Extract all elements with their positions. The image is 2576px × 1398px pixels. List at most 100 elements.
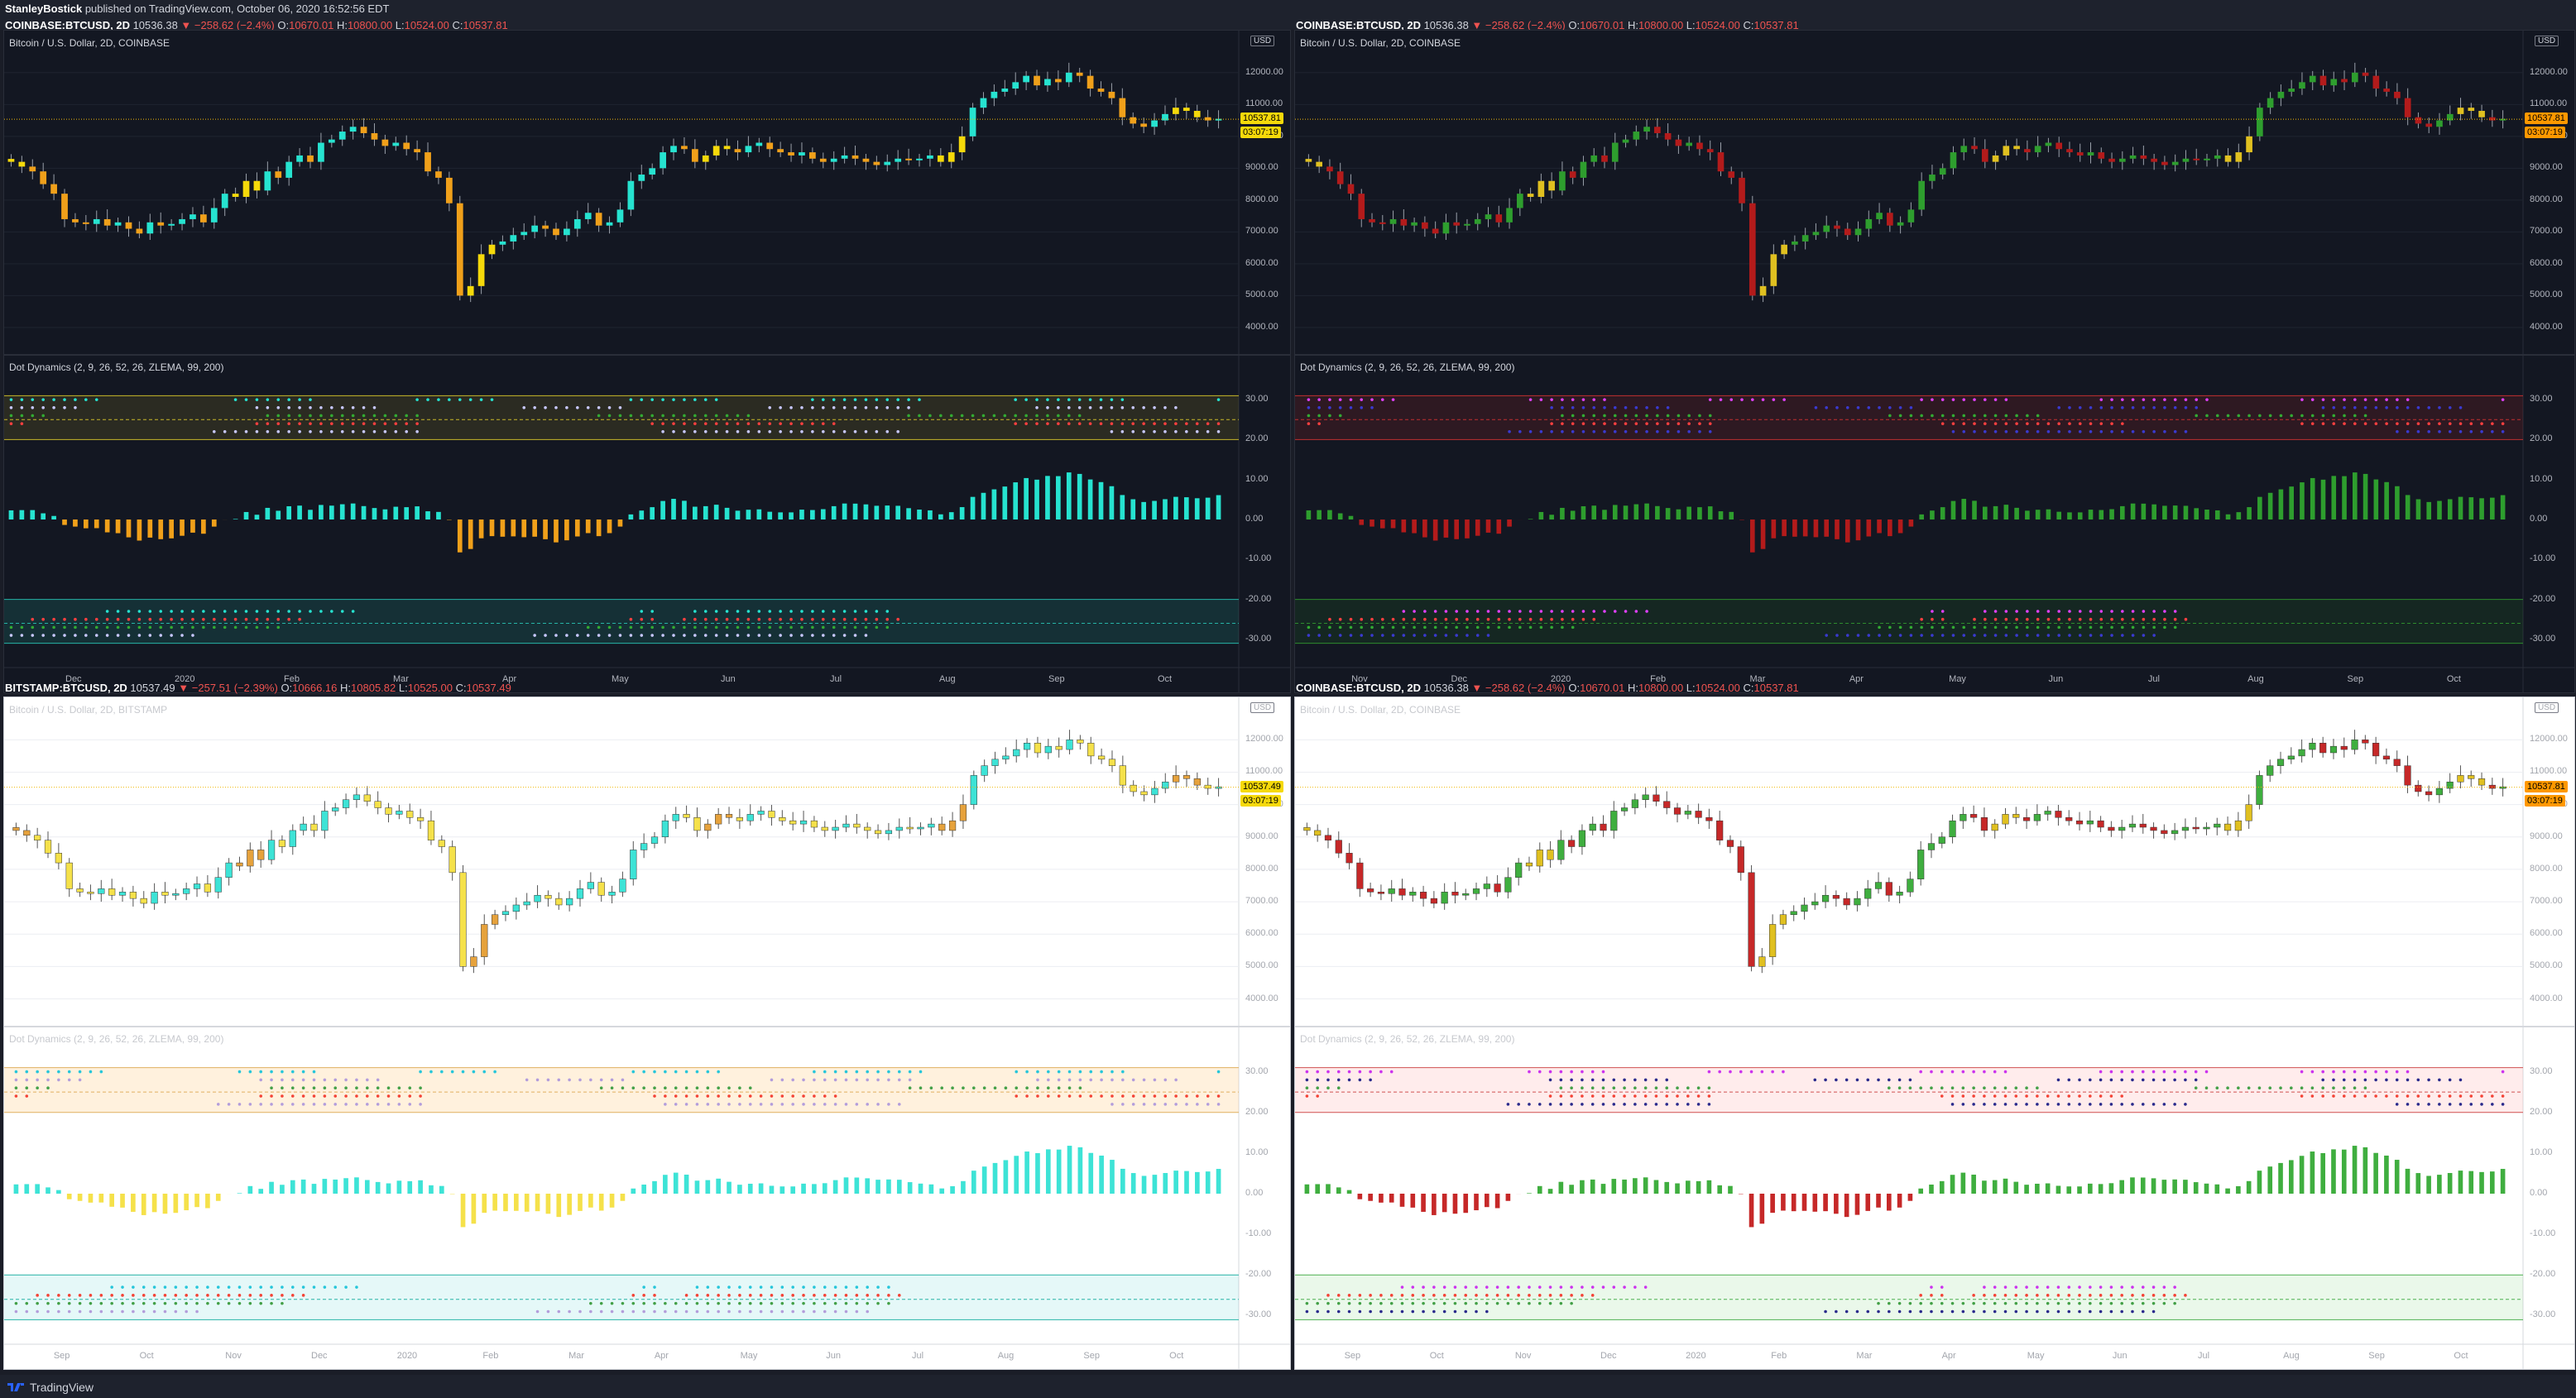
candle[interactable] [98, 879, 105, 902]
candle[interactable] [2457, 765, 2464, 789]
candle[interactable] [1140, 117, 1148, 133]
candle[interactable] [1706, 140, 1714, 160]
candle[interactable] [2002, 807, 2009, 829]
candle[interactable] [2489, 109, 2496, 127]
candle[interactable] [310, 815, 318, 837]
candle[interactable] [606, 216, 613, 234]
candle[interactable] [1749, 195, 1756, 301]
candle[interactable] [50, 174, 57, 200]
candle[interactable] [723, 138, 731, 156]
candles[interactable] [12, 730, 1222, 974]
candle[interactable] [1823, 215, 1830, 239]
candle[interactable] [2435, 781, 2443, 803]
candle[interactable] [2425, 117, 2433, 133]
candle[interactable] [93, 210, 100, 232]
candle[interactable] [2129, 146, 2137, 164]
candle[interactable] [2288, 79, 2295, 97]
candle[interactable] [1590, 148, 1598, 167]
candle[interactable] [2151, 154, 2157, 170]
candle[interactable] [1938, 831, 1945, 849]
candle[interactable] [2044, 806, 2051, 821]
candle[interactable] [318, 132, 324, 170]
candle[interactable] [1821, 885, 1830, 908]
candle[interactable] [1874, 872, 1883, 894]
candle[interactable] [1193, 772, 1201, 790]
candle[interactable] [2257, 103, 2263, 141]
candle[interactable] [640, 833, 648, 859]
candle[interactable] [1801, 227, 1809, 250]
candle[interactable] [103, 209, 111, 231]
candle[interactable] [2024, 140, 2031, 160]
candle[interactable] [1314, 824, 1322, 842]
candle[interactable] [916, 154, 923, 167]
candle[interactable] [225, 858, 233, 886]
candle[interactable] [1324, 827, 1332, 849]
candle[interactable] [2287, 747, 2295, 764]
candle[interactable] [1537, 173, 1545, 203]
candle[interactable] [1044, 739, 1052, 759]
candle[interactable] [189, 207, 196, 227]
candle[interactable] [2087, 142, 2094, 164]
candle[interactable] [1379, 214, 1386, 231]
candle[interactable] [766, 136, 774, 157]
candle[interactable] [991, 84, 998, 107]
candle[interactable] [2203, 822, 2210, 835]
candle[interactable] [1108, 750, 1116, 773]
candle[interactable] [1336, 162, 1344, 189]
candle[interactable] [363, 786, 371, 807]
histogram[interactable] [1304, 1146, 2506, 1228]
candle[interactable] [353, 787, 361, 808]
candle[interactable] [627, 172, 635, 217]
candle[interactable] [660, 146, 666, 175]
candle[interactable] [61, 189, 68, 227]
candle[interactable] [2150, 822, 2157, 839]
candle[interactable] [1578, 824, 1586, 855]
candle[interactable] [1812, 223, 1820, 240]
candle[interactable] [2182, 150, 2190, 170]
histogram[interactable] [13, 1146, 1221, 1228]
candle[interactable] [1462, 888, 1470, 901]
chart-canvas[interactable] [4, 31, 1290, 692]
histogram[interactable] [1306, 472, 2506, 553]
candle[interactable] [2128, 815, 2137, 832]
candle[interactable] [488, 239, 496, 260]
currency-badge[interactable]: USD [2535, 702, 2559, 713]
candle[interactable] [980, 92, 987, 114]
candle[interactable] [1663, 791, 1671, 815]
candle[interactable] [204, 874, 212, 898]
candle[interactable] [1483, 876, 1490, 898]
candle[interactable] [200, 205, 207, 227]
candle[interactable] [681, 136, 688, 155]
candle[interactable] [1684, 805, 1691, 820]
candle[interactable] [1453, 212, 1461, 234]
candle[interactable] [1495, 205, 1503, 227]
candle[interactable] [819, 152, 827, 169]
candle[interactable] [2298, 739, 2305, 763]
candle[interactable] [2309, 70, 2316, 90]
candle[interactable] [1066, 730, 1073, 754]
candle[interactable] [1193, 104, 1201, 122]
candle[interactable] [183, 882, 190, 901]
candle[interactable] [2499, 110, 2506, 129]
candle[interactable] [1108, 83, 1115, 105]
candle[interactable] [1326, 159, 1333, 180]
candle[interactable] [1377, 884, 1385, 901]
candle[interactable] [332, 802, 339, 816]
candle[interactable] [1653, 786, 1660, 807]
candle[interactable] [2204, 154, 2210, 167]
candle[interactable] [712, 140, 720, 160]
last-price-label[interactable]: 10537.81 [2525, 113, 2568, 125]
candle[interactable] [2267, 759, 2274, 783]
candle[interactable] [597, 877, 605, 902]
candle[interactable] [242, 173, 250, 203]
candle[interactable] [1411, 218, 1418, 232]
candle[interactable] [1464, 218, 1470, 231]
candle[interactable] [616, 202, 624, 227]
candle[interactable] [1002, 747, 1010, 764]
candle[interactable] [2372, 736, 2380, 764]
candle[interactable] [874, 824, 882, 839]
ticker-symbol[interactable]: COINBASE:BTCUSD, 2D [1296, 19, 1421, 31]
candle[interactable] [2446, 105, 2454, 126]
candle[interactable] [938, 816, 946, 835]
candle[interactable] [1717, 142, 1725, 176]
